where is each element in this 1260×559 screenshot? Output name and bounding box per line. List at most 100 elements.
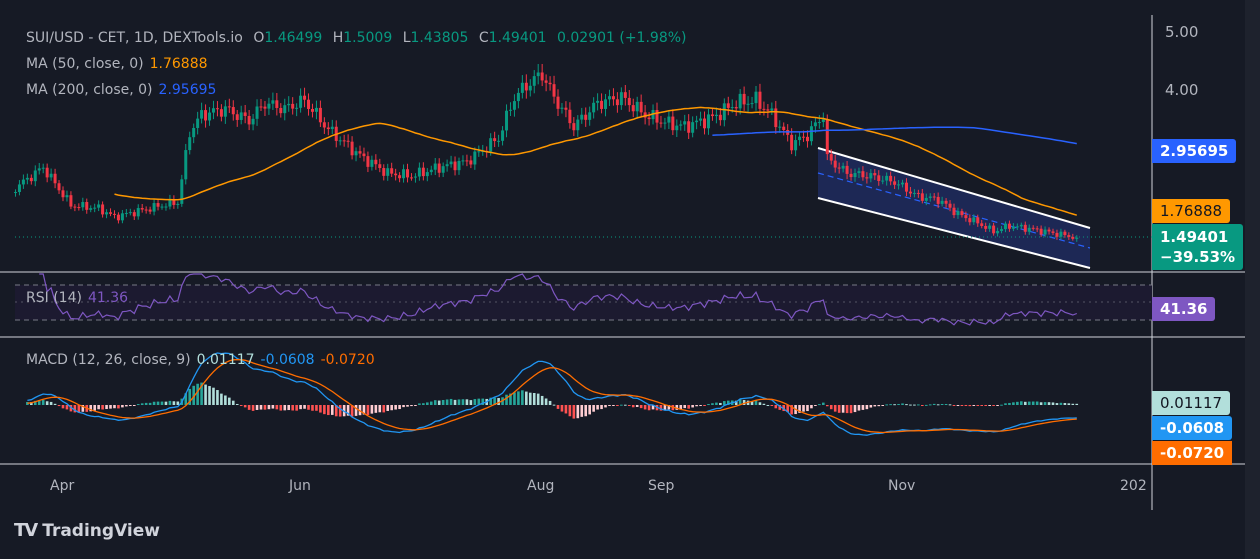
candle	[461, 155, 465, 166]
candle	[964, 211, 968, 222]
rsi-line[interactable]	[39, 273, 1078, 326]
candle-body	[33, 170, 37, 182]
candle	[497, 134, 501, 147]
macd-histogram-bar	[366, 405, 370, 415]
candle-body	[889, 175, 893, 182]
candle-body	[275, 100, 279, 108]
macd-histogram-bar	[235, 403, 239, 405]
candle	[675, 119, 679, 138]
candle-body	[643, 112, 647, 118]
candle	[833, 154, 837, 173]
macd-histogram-bar	[790, 405, 793, 415]
candle	[714, 107, 718, 124]
candle-body	[928, 196, 932, 198]
macd-histogram-bar	[620, 404, 623, 406]
candle	[53, 168, 57, 189]
candle-body	[132, 212, 136, 217]
macd-histogram-bar	[319, 405, 322, 413]
candle	[1071, 233, 1075, 241]
candle	[227, 98, 231, 113]
time-tick: Sep	[648, 478, 675, 494]
candle	[663, 117, 667, 130]
rsi-legend[interactable]: RSI (14) 41.36	[26, 290, 134, 306]
channel-upper-line[interactable]	[817, 147, 1091, 229]
candle	[576, 115, 580, 137]
candle-body	[116, 214, 120, 221]
candle	[540, 63, 544, 87]
macd-signal-line[interactable]	[27, 358, 1077, 434]
macd-histogram-bar	[493, 397, 496, 405]
candle-body	[120, 213, 124, 221]
candle-body	[17, 184, 21, 193]
macd-histogram-bar	[687, 405, 690, 409]
macd-histogram-bar	[239, 405, 243, 406]
candle	[275, 92, 279, 116]
candle-body	[703, 118, 707, 129]
macd-histogram-bar	[568, 405, 572, 417]
candle-body	[144, 209, 148, 211]
candle-body	[916, 192, 920, 194]
ma50-line[interactable]	[114, 106, 1078, 216]
candle	[97, 200, 101, 212]
candle	[295, 103, 299, 117]
candle-body	[718, 114, 722, 121]
candle-body	[897, 184, 901, 186]
macd-histogram-bar	[1031, 401, 1035, 405]
candle-body	[124, 212, 128, 214]
candle-body	[53, 173, 57, 184]
candle	[568, 102, 572, 129]
macd-histogram-bar	[707, 404, 710, 406]
ma200-line[interactable]	[712, 126, 1077, 145]
macd-line-value: -0.0608	[260, 352, 315, 368]
macd-histogram-bar	[532, 392, 536, 405]
candle-body	[508, 109, 512, 111]
macd-histogram-bar	[521, 390, 524, 405]
candle-body	[829, 154, 833, 161]
candle-body	[283, 105, 287, 114]
candle	[465, 154, 469, 167]
macd-histogram-bar	[948, 404, 952, 406]
candle	[477, 145, 481, 157]
candle	[643, 105, 647, 125]
candle	[726, 96, 730, 116]
macd-histogram-bar	[881, 405, 885, 406]
candle	[948, 200, 952, 212]
candle	[1011, 223, 1015, 232]
candle	[251, 113, 255, 131]
candle	[679, 120, 683, 131]
candle	[928, 193, 932, 202]
candle-body	[263, 106, 267, 109]
candle	[437, 158, 441, 178]
candle-body	[13, 192, 17, 194]
candle-body	[362, 153, 366, 157]
macd-legend[interactable]: MACD (12, 26, close, 9) 0.01117 -0.0608 -0.…	[26, 352, 381, 368]
candle-body	[406, 169, 410, 178]
candle-body	[1051, 231, 1055, 233]
macd-line[interactable]	[27, 352, 1077, 436]
macd-histogram-bar	[639, 405, 643, 409]
candle-body	[445, 164, 449, 167]
tradingview-logo[interactable]: TV TradingView	[14, 520, 160, 541]
candle	[837, 162, 841, 174]
macd-histogram-bar	[584, 405, 588, 417]
candle-body	[374, 159, 378, 165]
macd-histogram-bar	[1047, 402, 1051, 405]
macd-histogram-bar	[220, 393, 223, 405]
candle	[904, 178, 908, 197]
candle-body	[837, 167, 841, 169]
candle	[1015, 223, 1019, 230]
ma200-legend[interactable]: MA (200, close, 0) 2.95695	[26, 82, 222, 98]
candle-body	[65, 195, 69, 198]
candle	[968, 214, 972, 226]
candle	[901, 179, 905, 188]
macd-histogram-bar	[247, 405, 251, 410]
candle	[980, 219, 984, 229]
symbol-title: SUI/USD - CET, 1D, DEXTools.io	[26, 30, 243, 46]
channel-lower-line[interactable]	[817, 197, 1091, 269]
ma50-legend[interactable]: MA (50, close, 0) 1.76888	[26, 56, 214, 72]
macd-histogram-bar	[612, 405, 615, 406]
candle-body	[671, 116, 675, 131]
candle	[984, 222, 988, 232]
candle	[631, 98, 635, 118]
